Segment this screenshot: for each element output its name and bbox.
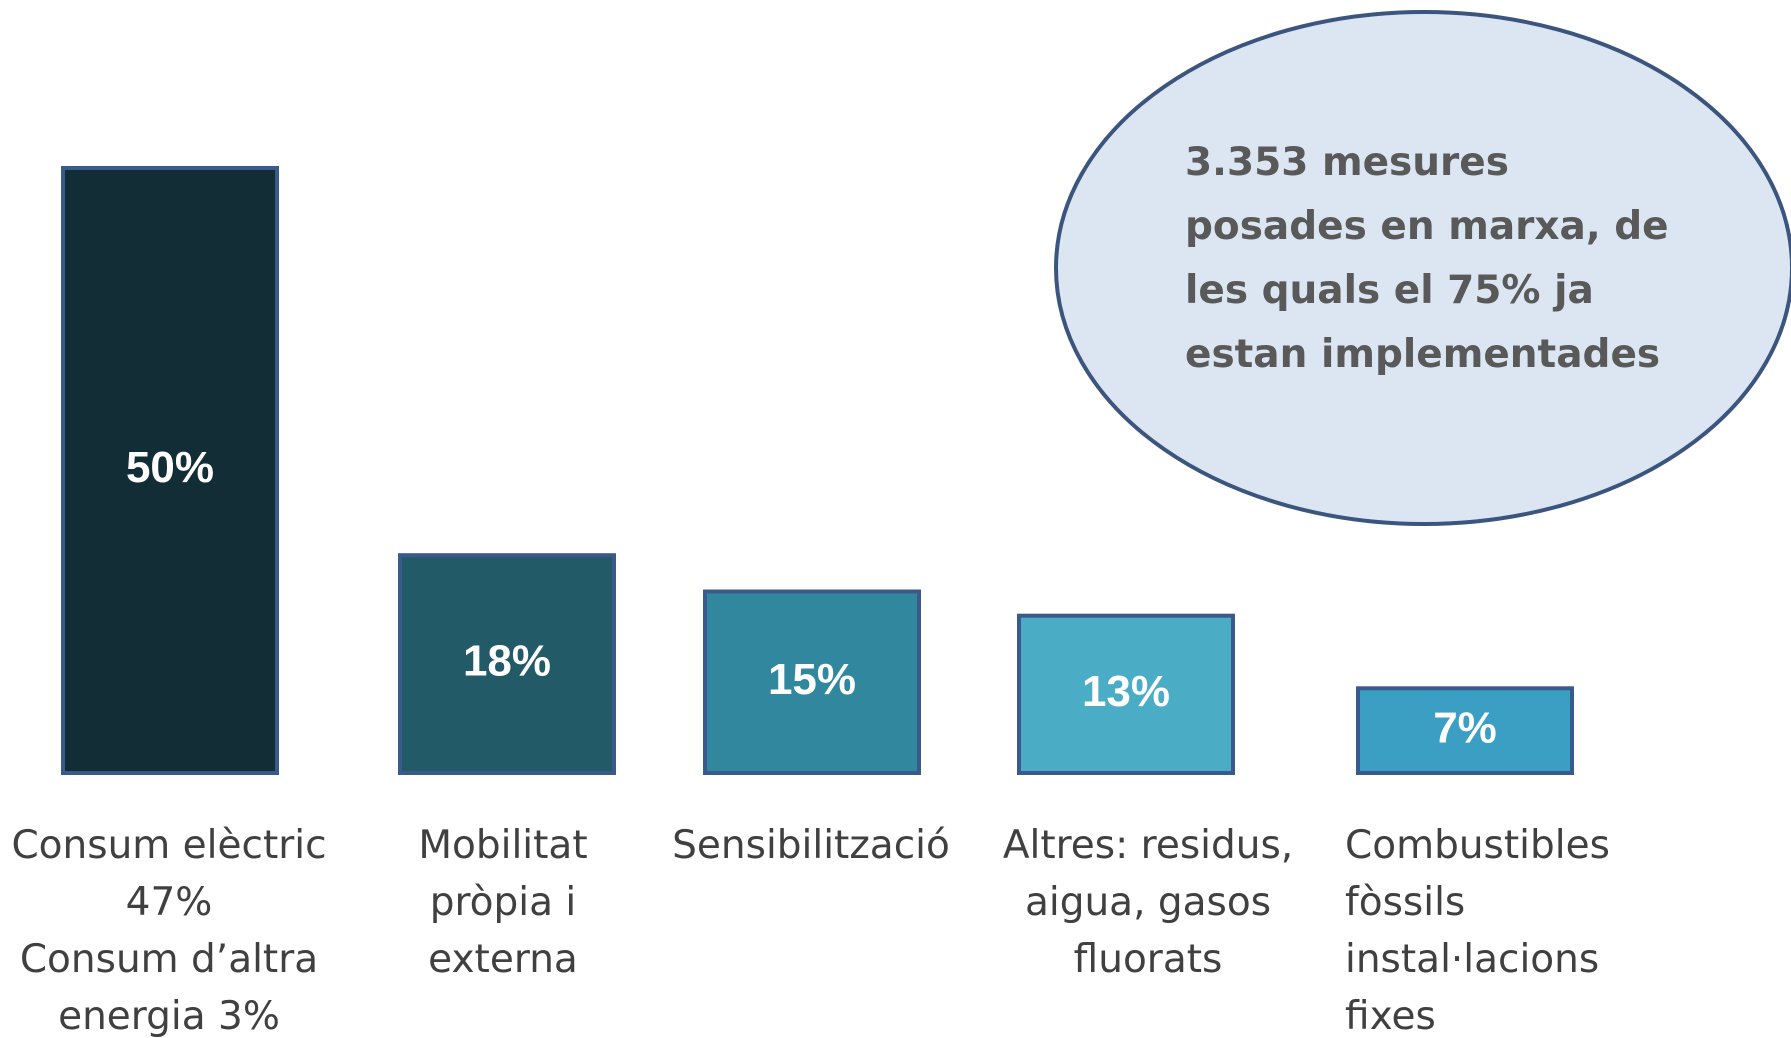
bar — [1017, 613, 1235, 776]
text-line: 3.353 mesures — [1185, 140, 1509, 185]
text-line: instal·lacions — [1345, 937, 1599, 982]
value-label: 13% — [1082, 667, 1170, 716]
bar — [1356, 686, 1574, 775]
text-line: energia 3% — [58, 994, 280, 1038]
text-line: les quals el 75% ja — [1185, 268, 1594, 313]
value-label: 18% — [463, 637, 551, 686]
category-label: Sensibilització — [672, 823, 950, 868]
category-label: Combustibles fòssils instal·lacions fixes — [1345, 823, 1610, 1038]
bar — [398, 553, 616, 776]
value-label: 7% — [1433, 703, 1497, 752]
text-line: fòssils — [1345, 880, 1465, 925]
text-line: posades en marxa, de — [1185, 204, 1669, 249]
category-label: Mobilitat pròpia i externa — [418, 823, 587, 982]
category-label: Consum elèctric 47% Consum d’altra energia … — [11, 823, 326, 1038]
text-line: fixes — [1345, 994, 1436, 1038]
text-line: Consum elèctric — [11, 823, 326, 868]
text-line: Sensibilització — [672, 823, 950, 868]
value-label: 50% — [126, 443, 214, 492]
callout-ellipse — [1054, 10, 1791, 526]
text-line: aigua, gasos — [1025, 880, 1271, 925]
text-line: Mobilitat — [418, 823, 587, 868]
text-line: Combustibles — [1345, 823, 1610, 868]
text-line: externa — [428, 937, 578, 982]
text-line: Consum d’altra — [20, 937, 318, 982]
text-line: Altres: residus, — [1003, 823, 1293, 868]
bar — [61, 166, 279, 775]
category-label: Altres: residus, aigua, gasos fluorats — [1003, 823, 1293, 982]
annotation: 3.353 mesures posades en marxa, de les qua… — [1185, 140, 1669, 377]
value-label: 15% — [768, 655, 856, 704]
text-line: 47% — [126, 880, 213, 925]
text-line: pròpia i — [430, 880, 577, 925]
text-line: fluorats — [1074, 937, 1223, 982]
bar — [703, 589, 921, 775]
text-line: estan implementades — [1185, 332, 1660, 377]
